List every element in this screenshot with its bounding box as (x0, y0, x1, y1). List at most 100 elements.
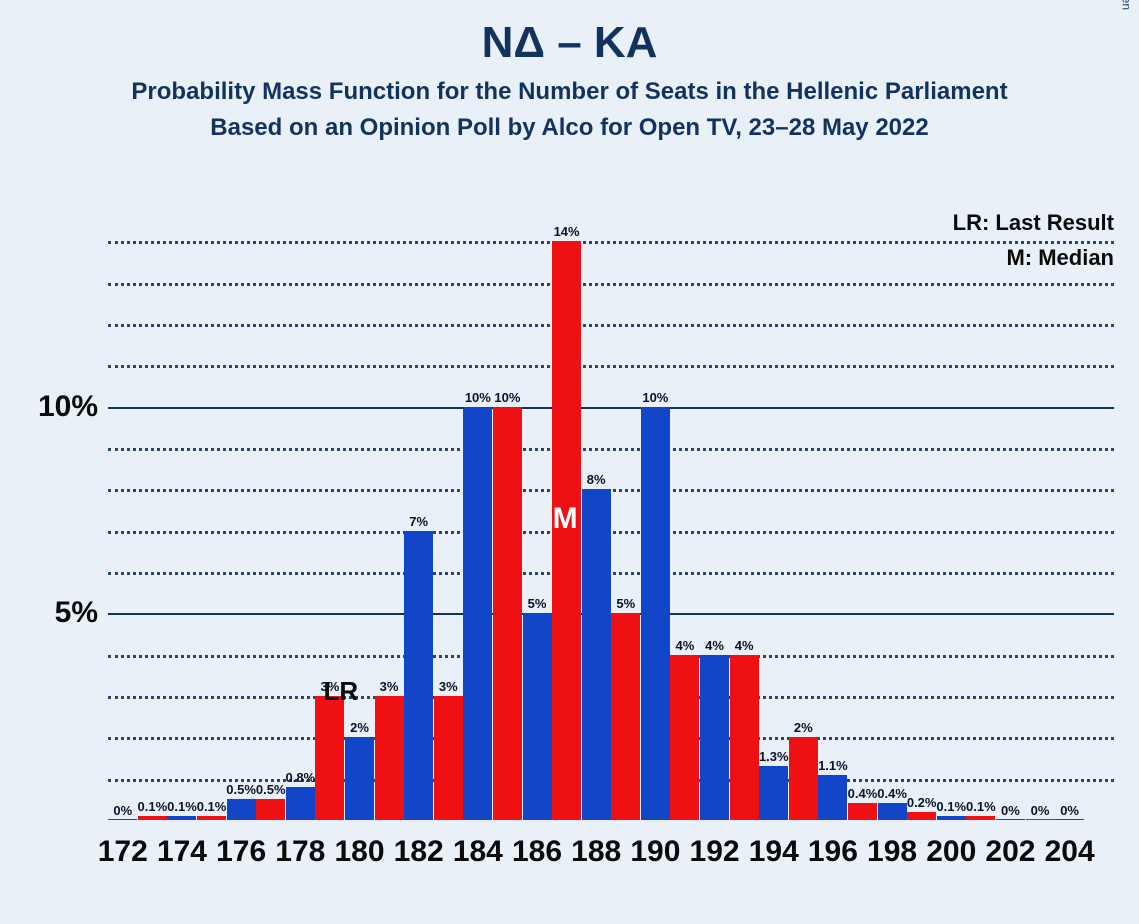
x-tick-label: 196 (808, 835, 858, 869)
median-marker: M (553, 502, 578, 536)
bar-196: 1.1% (818, 200, 847, 820)
bar-value-label: 4% (705, 638, 724, 653)
bar-value-label: 10% (494, 390, 520, 405)
bar-rect (108, 819, 137, 820)
y-tick-label: 5% (55, 596, 98, 630)
bar-199: 0.2% (907, 200, 936, 820)
bar-rect (730, 655, 759, 820)
bar-rect (700, 655, 729, 820)
bar-value-label: 2% (794, 720, 813, 735)
x-tick-label: 174 (157, 835, 207, 869)
bar-value-label: 1.3% (759, 749, 789, 764)
bar-rect (345, 737, 374, 820)
bar-174: 0.1% (167, 200, 196, 820)
bar-value-label: 0.5% (256, 782, 286, 797)
plot-area: 5%10%0%0.1%0.1%0.1%0.5%0.5%0.8%3%2%3%7%3… (108, 200, 1114, 820)
x-tick-label: 178 (275, 835, 325, 869)
bar-rect (167, 816, 196, 820)
y-tick-label: 10% (38, 390, 98, 424)
x-tick-label: 184 (453, 835, 503, 869)
bar-rect (848, 803, 877, 820)
x-tick-label: 198 (867, 835, 917, 869)
bar-189: 5% (611, 200, 640, 820)
bar-198: 0.4% (878, 200, 907, 820)
bar-rect (818, 775, 847, 820)
bar-rect (1026, 819, 1055, 820)
bar-value-label: 4% (676, 638, 695, 653)
bar-value-label: 5% (616, 596, 635, 611)
bar-175: 0.1% (197, 200, 226, 820)
bar-value-label: 0.1% (197, 799, 227, 814)
bar-rect (996, 819, 1025, 820)
bar-value-label: 1.1% (818, 758, 848, 773)
bar-rect (493, 407, 522, 820)
bar-rect (286, 787, 315, 820)
bar-185: 10% (493, 200, 522, 820)
x-tick-label: 204 (1045, 835, 1095, 869)
bar-value-label: 0% (1031, 803, 1050, 818)
bar-180: 2% (345, 200, 374, 820)
chart-subtitle-1: Probability Mass Function for the Number… (0, 78, 1139, 106)
bar-rect (138, 816, 167, 820)
bar-value-label: 0.5% (226, 782, 256, 797)
bar-value-label: 8% (587, 472, 606, 487)
bar-197: 0.4% (848, 200, 877, 820)
bar-rect (434, 696, 463, 820)
bar-value-label: 0.8% (285, 770, 315, 785)
bar-value-label: 0.1% (936, 799, 966, 814)
bar-rect (789, 737, 818, 820)
bar-201: 0.1% (966, 200, 995, 820)
bar-value-label: 0.1% (138, 799, 168, 814)
bar-172: 0% (108, 200, 137, 820)
bar-184: 10% (463, 200, 492, 820)
bar-value-label: 14% (554, 224, 580, 239)
bar-rect (966, 816, 995, 820)
bar-181: 3% (375, 200, 404, 820)
bar-value-label: 0.1% (167, 799, 197, 814)
bar-value-label: 0.1% (966, 799, 996, 814)
bar-rect (404, 531, 433, 820)
bar-value-label: 7% (409, 514, 428, 529)
bar-rect (582, 489, 611, 820)
bar-rect (611, 613, 640, 820)
bar-191: 4% (670, 200, 699, 820)
x-tick-label: 200 (926, 835, 976, 869)
x-tick-label: 172 (98, 835, 148, 869)
chart-title: ΝΔ – ΚΑ (0, 0, 1139, 68)
bar-rect (907, 812, 936, 820)
bar-value-label: 10% (465, 390, 491, 405)
bar-rect (1055, 819, 1084, 820)
bar-value-label: 0% (1060, 803, 1079, 818)
bar-rect (641, 407, 670, 820)
x-tick-label: 192 (690, 835, 740, 869)
bar-194: 1.3% (759, 200, 788, 820)
bar-value-label: 0.4% (848, 786, 878, 801)
bar-203: 0% (1026, 200, 1055, 820)
x-tick-label: 176 (216, 835, 266, 869)
bar-190: 10% (641, 200, 670, 820)
x-tick-label: 186 (512, 835, 562, 869)
bar-value-label: 2% (350, 720, 369, 735)
bar-value-label: 5% (528, 596, 547, 611)
bar-188: 8% (582, 200, 611, 820)
x-tick-label: 202 (985, 835, 1035, 869)
x-tick-label: 180 (334, 835, 384, 869)
bar-192: 4% (700, 200, 729, 820)
bar-value-label: 4% (735, 638, 754, 653)
bar-204: 0% (1055, 200, 1084, 820)
bar-value-label: 0% (113, 803, 132, 818)
bar-rect (523, 613, 552, 820)
bar-178: 0.8% (286, 200, 315, 820)
x-tick-label: 190 (630, 835, 680, 869)
bar-rect (197, 816, 226, 820)
bar-value-label: 0.2% (907, 795, 937, 810)
bar-rect (227, 799, 256, 820)
bar-173: 0.1% (138, 200, 167, 820)
bar-193: 4% (730, 200, 759, 820)
bar-rect (670, 655, 699, 820)
chart-subtitle-2: Based on an Opinion Poll by Alco for Ope… (0, 114, 1139, 142)
bar-179: 3% (315, 200, 344, 820)
bar-202: 0% (996, 200, 1025, 820)
bar-value-label: 0.4% (877, 786, 907, 801)
bar-195: 2% (789, 200, 818, 820)
